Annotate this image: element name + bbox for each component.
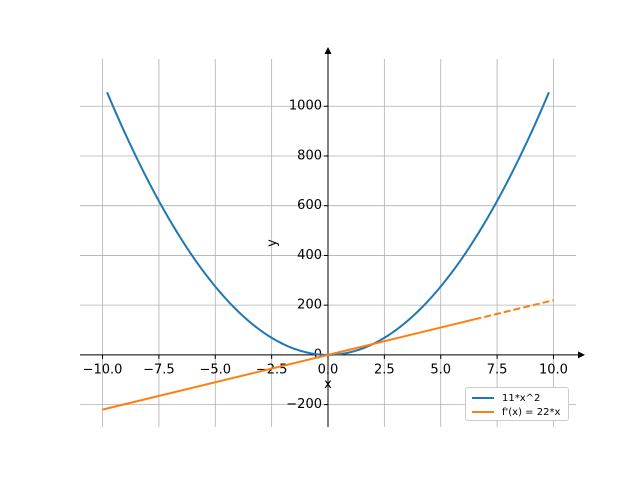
x-tick-label: 2.5: [374, 362, 395, 377]
series-line-derivative-dashed: [474, 299, 554, 321]
y-tick-label: 200: [297, 298, 322, 313]
y-tick-label: 1000: [289, 99, 322, 114]
tick-marks: −10.0 −7.5 −5.0 −2.5 0.0 2.5 5.0 7.5 10.0−200020…: [83, 99, 568, 412]
x-tick-label: 0.0: [318, 362, 339, 377]
y-tick-label: −200: [286, 397, 322, 412]
series-line-derivative-solid: [102, 318, 475, 411]
y-tick-label: 800: [297, 148, 322, 163]
x-tick-label: 7.5: [487, 362, 508, 377]
legend-item-parabola: 11*x^2: [472, 391, 540, 405]
x-tick-label: 10.0: [539, 362, 568, 377]
y-tick-label: 600: [297, 198, 322, 213]
x-tick-label: −7.5: [143, 362, 175, 377]
legend: 11*x^2 f'(x) = 22*x: [465, 387, 569, 421]
x-axis-arrow: [578, 351, 585, 359]
legend-item-derivative: f'(x) = 22*x: [472, 405, 560, 419]
x-tick-label: −5.0: [199, 362, 231, 377]
legend-label-derivative: f'(x) = 22*x: [502, 406, 561, 418]
series-group: [102, 91, 554, 411]
x-tick-label: −2.5: [256, 362, 288, 377]
y-axis-arrow: [324, 47, 332, 54]
y-axis-label: y: [265, 239, 280, 247]
legend-swatch-parabola: [472, 397, 494, 399]
x-tick-label: −10.0: [83, 362, 123, 377]
x-axis-label: x: [324, 377, 332, 392]
legend-label-parabola: 11*x^2: [502, 392, 541, 404]
y-tick-label: 400: [297, 248, 322, 263]
x-tick-label: 5.0: [430, 362, 451, 377]
legend-swatch-derivative: [472, 411, 494, 413]
